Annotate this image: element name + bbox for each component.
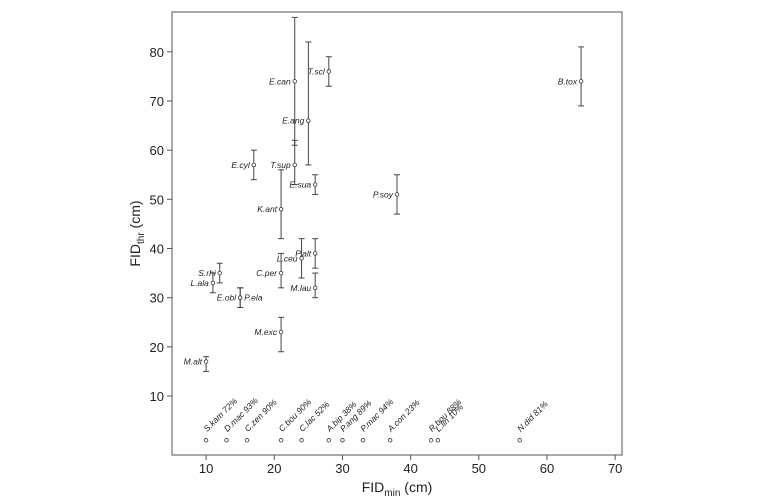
point (224, 438, 229, 443)
point (394, 192, 400, 197)
point (251, 162, 257, 168)
y_label-suffix: (cm) (127, 200, 143, 232)
point-label: E.sua (289, 180, 311, 190)
point-label: M.exc (254, 327, 277, 337)
point-label: M.alt (184, 357, 203, 367)
point-label: T.scl (308, 66, 326, 76)
point-label: T.sup (270, 160, 291, 170)
x-tick-label: 70 (608, 461, 622, 476)
point (306, 118, 311, 123)
point-label: P.ela (244, 293, 263, 303)
point (578, 79, 584, 84)
x_label-sub: min (384, 488, 400, 499)
y-tick-label: 10 (150, 389, 164, 404)
point (292, 79, 297, 84)
y-tick-label: 70 (150, 94, 164, 109)
point-label: C.per (256, 268, 278, 278)
y-tick-label: 40 (150, 241, 164, 256)
point-label: M.lau (290, 283, 311, 293)
y_label: FIDthr (cm) (127, 200, 147, 266)
point-label: B.tox (558, 76, 578, 86)
point (210, 280, 216, 286)
point (237, 295, 243, 300)
x-tick-label: 50 (472, 461, 486, 476)
point (278, 438, 284, 443)
x-tick-label: 40 (403, 461, 417, 476)
y-tick-label: 80 (150, 45, 164, 60)
point (387, 438, 393, 443)
point-label: L.ala (190, 278, 209, 288)
y-tick-label: 60 (150, 143, 164, 158)
y-tick-label: 50 (150, 192, 164, 207)
point (435, 438, 441, 443)
point-label: L.ceu (277, 253, 298, 263)
point (278, 329, 284, 335)
x_label-text: FID (362, 479, 385, 495)
y_label-sub: thr (136, 232, 147, 244)
point (299, 256, 304, 261)
point (360, 438, 366, 443)
point (203, 359, 209, 364)
x-tick-label: 10 (199, 461, 213, 476)
point (517, 438, 522, 443)
x-tick-label: 30 (335, 461, 349, 476)
point (278, 206, 284, 212)
point (299, 438, 304, 443)
point (340, 438, 345, 443)
y-tick-label: 30 (150, 291, 164, 306)
point (244, 438, 250, 443)
point-label: K.ant (257, 204, 277, 214)
y_label-text: FID (127, 244, 143, 267)
point (312, 182, 318, 187)
point-label: E.ang (282, 116, 304, 126)
point (326, 69, 332, 74)
x-tick-label: 20 (267, 461, 281, 476)
point (312, 285, 318, 291)
point (312, 251, 318, 256)
point-label: S.rhi (198, 268, 217, 278)
point (428, 438, 434, 443)
point-label: E.obl (217, 293, 237, 303)
point-label: E.cyl (231, 160, 251, 170)
point (203, 438, 209, 443)
point-label: P.soy (373, 189, 394, 199)
point (278, 270, 284, 276)
x_label-suffix: (cm) (400, 479, 432, 495)
x-tick-label: 60 (540, 461, 554, 476)
point (326, 438, 332, 443)
point-label: N.did 81% (515, 399, 550, 434)
point (292, 162, 297, 168)
x_label: FIDmin (cm) (362, 479, 433, 499)
point-label: E.can (269, 76, 291, 86)
y-tick-label: 20 (150, 340, 164, 355)
point-label: P.alt (295, 248, 312, 258)
point (217, 270, 222, 276)
plot-frame (171, 11, 623, 456)
